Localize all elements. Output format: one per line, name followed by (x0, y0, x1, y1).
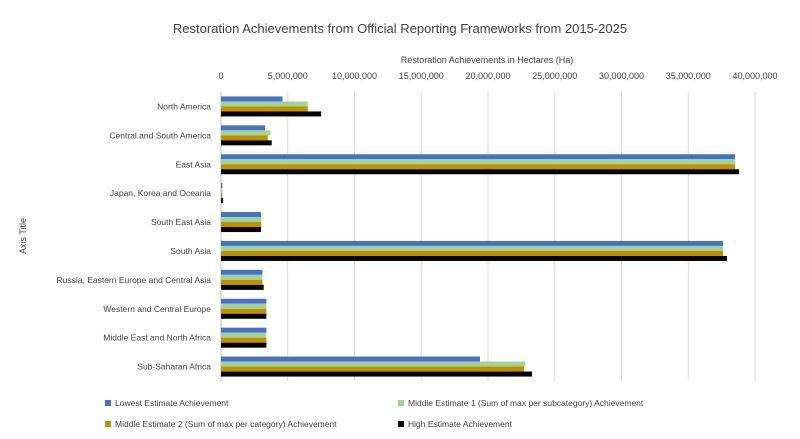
bar-2-2 (221, 164, 735, 170)
category-label-9: Sub-Saharan Africa (137, 362, 211, 372)
bar-8-0 (221, 327, 267, 333)
bar-5-2 (221, 250, 723, 256)
bar-7-3 (221, 313, 267, 319)
y-axis-label: Axis Title (18, 218, 28, 254)
bar-1-3 (221, 140, 272, 146)
bar-1-1 (221, 130, 271, 136)
category-labels: North America Central and South America Ea… (56, 101, 211, 371)
bar-4-0 (221, 212, 262, 218)
x-tick-label-1: 5,000,000 (268, 71, 308, 81)
bar-3-1 (221, 188, 223, 194)
bar-6-1 (221, 274, 263, 280)
x-tick-label-8: 40,000,000 (732, 71, 777, 81)
legend-swatch-0 (105, 400, 111, 406)
bar-0-0 (221, 96, 283, 102)
x-tick-label-3: 15,000,000 (399, 71, 444, 81)
category-label-2: East Asia (176, 159, 212, 169)
bar-8-1 (221, 332, 267, 338)
category-label-6: Russia, Eastern Europe and Central Asia (56, 275, 211, 285)
bars (221, 96, 739, 377)
x-axis-label: Restoration Achievements in Hectares (Ha… (401, 55, 574, 65)
category-label-4: South East Asia (151, 217, 211, 227)
bar-1-0 (221, 125, 266, 131)
bar-2-1 (221, 159, 735, 165)
bar-4-3 (221, 227, 262, 233)
bar-3-2 (221, 193, 223, 199)
x-tick-label-6: 30,000,000 (599, 71, 644, 81)
bar-1-2 (221, 135, 268, 141)
bar-8-3 (221, 342, 267, 348)
legend: Lowest Estimate Achievement Middle Estima… (105, 398, 644, 429)
bar-3-0 (221, 183, 223, 189)
bar-5-3 (221, 255, 727, 261)
bar-9-3 (221, 371, 533, 377)
x-tick-label-0: 0 (218, 71, 223, 81)
category-label-3: Japan, Korea and Oceania (110, 188, 211, 198)
bar-0-1 (221, 101, 308, 107)
bar-2-3 (221, 169, 739, 175)
bar-9-2 (221, 366, 525, 372)
x-tick-label-5: 25,000,000 (532, 71, 577, 81)
legend-swatch-3 (398, 421, 404, 427)
bar-4-1 (221, 217, 262, 223)
legend-label-1: Middle Estimate 1 (Sum of max per subcat… (408, 398, 644, 408)
bar-6-2 (221, 279, 263, 285)
legend-label-0: Lowest Estimate Achievement (115, 398, 229, 408)
legend-swatch-1 (398, 400, 404, 406)
bar-7-0 (221, 298, 267, 304)
bar-7-2 (221, 308, 267, 314)
bar-5-0 (221, 240, 723, 246)
chart-title: Restoration Achievements from Official R… (173, 21, 627, 36)
bar-6-0 (221, 269, 263, 275)
category-label-7: Western and Central Europe (103, 304, 211, 314)
bar-5-1 (221, 245, 723, 251)
bar-9-0 (221, 356, 480, 362)
bar-7-1 (221, 303, 267, 309)
category-label-8: Middle East and North Africa (103, 333, 211, 343)
x-tick-label-4: 20,000,000 (465, 71, 510, 81)
bar-9-1 (221, 361, 526, 367)
bar-2-0 (221, 154, 735, 160)
bar-6-3 (221, 284, 264, 290)
category-label-0: North America (157, 101, 211, 111)
bar-8-2 (221, 337, 267, 343)
x-tick-labels: 0 5,000,000 10,000,000 15,000,000 20,000,000… (218, 71, 777, 81)
category-label-1: Central and South America (109, 130, 211, 140)
x-tick-label-7: 35,000,000 (666, 71, 711, 81)
bar-4-2 (221, 222, 262, 228)
gridlines (220, 92, 756, 381)
bar-0-3 (221, 111, 322, 117)
legend-label-2: Middle Estimate 2 (Sum of max per catego… (115, 419, 337, 429)
legend-label-3: High Estimate Achievement (408, 419, 513, 429)
bar-0-2 (221, 106, 308, 112)
bar-3-3 (221, 198, 224, 204)
category-label-5: South Asia (170, 246, 211, 256)
legend-swatch-2 (105, 421, 111, 427)
x-tick-label-2: 10,000,000 (332, 71, 377, 81)
